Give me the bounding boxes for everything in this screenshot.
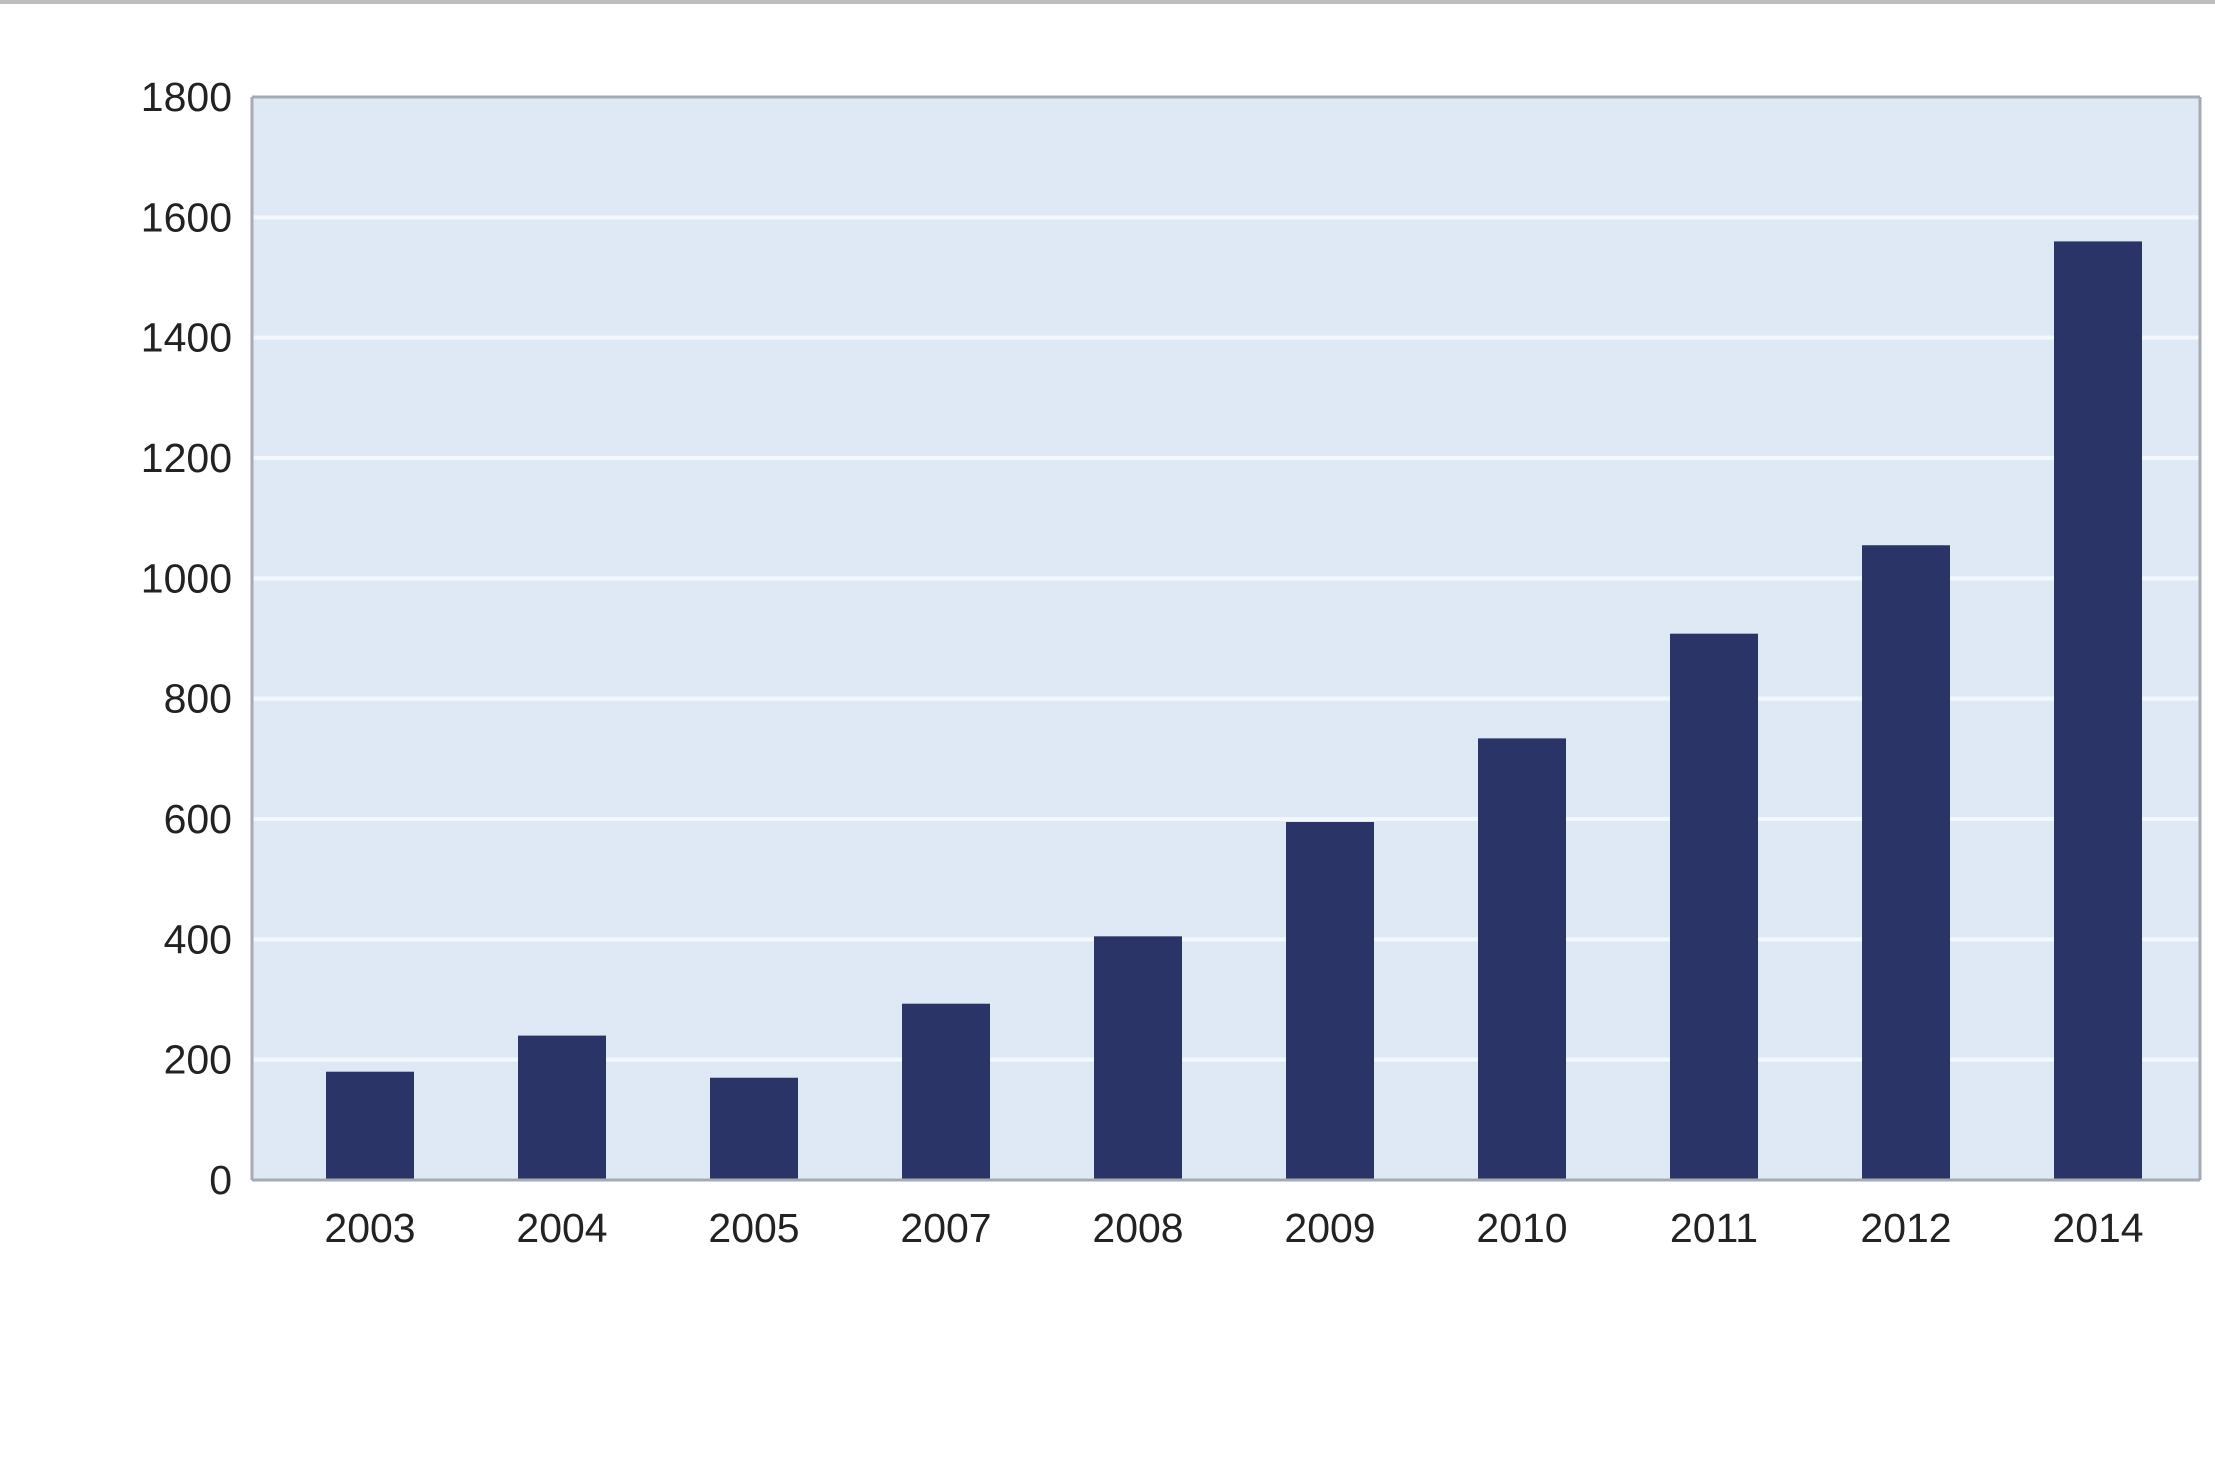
bar-2012 [1862,545,1950,1180]
bars [326,241,2142,1180]
bar-2008 [1094,936,1182,1180]
x-axis-ticks: 2003 2004 2005 2007 2008 2009 2010 2011 2012 2014 [324,1205,2143,1251]
y-tick-label: 800 [164,676,232,722]
x-tick-label: 2014 [2052,1205,2143,1251]
x-tick-label: 2012 [1860,1205,1951,1251]
y-tick-label: 1000 [141,555,232,601]
y-tick-label: 0 [209,1157,232,1203]
y-tick-label: 400 [164,916,232,962]
bar-2003 [326,1071,414,1180]
x-tick-label: 2005 [708,1205,799,1251]
y-tick-label: 600 [164,796,232,842]
top-divider [0,0,2215,4]
y-tick-label: 1200 [141,435,232,481]
bar-2010 [1478,738,1566,1180]
bar-2005 [710,1077,798,1180]
x-tick-label: 2004 [516,1205,607,1251]
y-tick-label: 1400 [141,315,232,361]
x-tick-label: 2003 [324,1205,415,1251]
y-tick-label: 200 [164,1037,232,1083]
axes [250,95,2202,1182]
bar-2014 [2054,241,2142,1180]
bar-2004 [518,1035,606,1180]
y-axis-ticks: 0 200 400 600 800 1000 1200 1400 1600 1800 [141,74,232,1203]
x-tick-label: 2009 [1284,1205,1375,1251]
bar-2009 [1286,822,1374,1180]
bar-2011 [1670,633,1758,1180]
x-tick-label: 2008 [1092,1205,1183,1251]
bar-2007 [902,1003,990,1180]
x-tick-label: 2007 [900,1205,991,1251]
y-tick-label: 1600 [141,194,232,240]
x-tick-label: 2011 [1670,1205,1758,1251]
y-tick-label: 1800 [141,74,232,120]
x-tick-label: 2010 [1476,1205,1567,1251]
